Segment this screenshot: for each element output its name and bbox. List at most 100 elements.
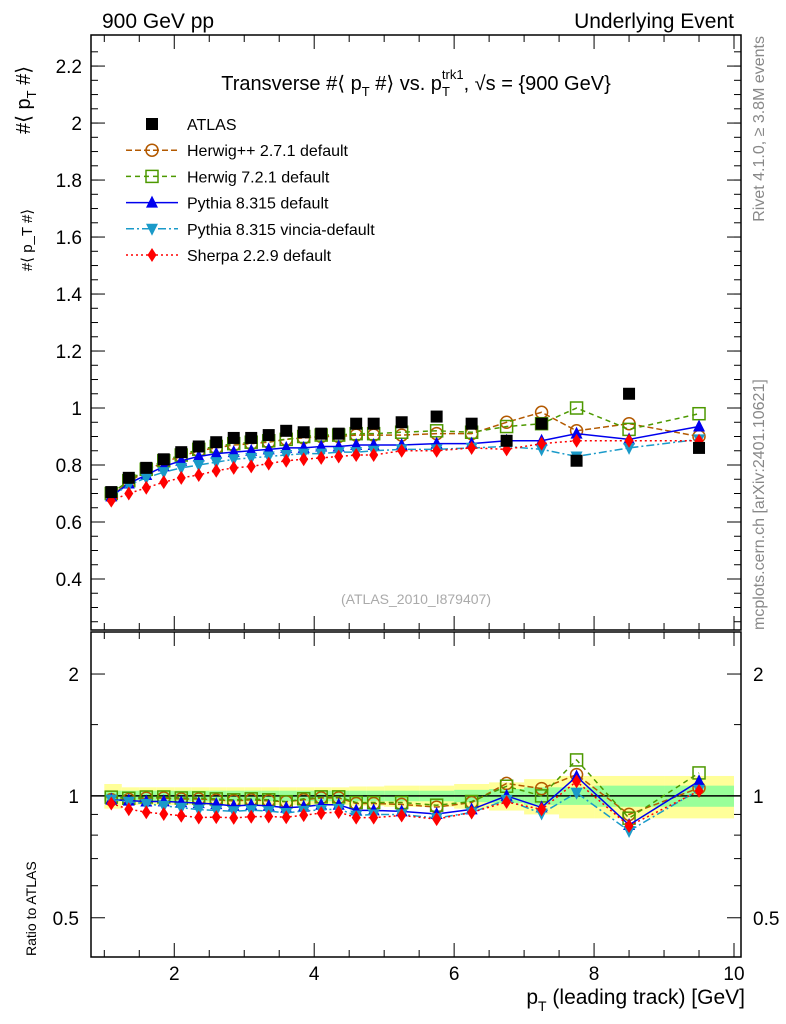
data-point-sherpa-2-2-9-default (316, 450, 326, 465)
data-point-pythia-8-315-default (262, 442, 275, 455)
ratio-y-tick-label-right: 1 (753, 787, 764, 808)
ratio-y-axis-label: Ratio to ATLAS (23, 861, 39, 956)
data-point-atlas (245, 431, 258, 444)
ratio-point-sherpa-2-2-9-default (106, 796, 116, 811)
ratio-point-sherpa-2-2-9-default (316, 806, 326, 821)
legend-label: Herwig++ 2.7.1 default (187, 143, 349, 160)
analysis-watermark: (ATLAS_2010_I879407) (341, 591, 491, 607)
data-point-sherpa-2-2-9-default (211, 463, 221, 478)
header-right: Underlying Event (574, 10, 734, 33)
y-tick-label: 0.8 (56, 456, 82, 477)
chart-title: Transverse #⟨ pT #⟩ vs. pTtrk1, √s = {90… (221, 67, 611, 99)
ratio-point-sherpa-2-2-9-default (572, 774, 582, 789)
ratio-point-sherpa-2-2-9-default (124, 802, 134, 817)
data-point-atlas (465, 417, 478, 430)
ratio-y-tick-label-right: 2 (753, 665, 764, 686)
ratio-point-sherpa-2-2-9-default (194, 810, 204, 825)
data-point-atlas (315, 427, 328, 440)
ratio-point-sherpa-2-2-9-default (264, 809, 274, 824)
data-point-sherpa-2-2-9-default (159, 475, 169, 490)
data-point-sherpa-2-2-9-default (229, 460, 239, 475)
data-point-sherpa-2-2-9-default (299, 452, 309, 467)
y-tick-label: 0.4 (56, 570, 83, 591)
ratio-point-sherpa-2-2-9-default (159, 806, 169, 821)
ratio-point-sherpa-2-2-9-default (246, 809, 256, 824)
data-point-herwig-7-2-1-default (499, 419, 514, 434)
data-point-pythia-8-315-default (570, 426, 583, 439)
data-point-sherpa-2-2-9-default (397, 443, 407, 458)
ratio-point-sherpa-2-2-9-default (432, 812, 442, 827)
ratio-point-herwig-7-2-1-default (569, 753, 584, 767)
ratio-point-sherpa-2-2-9-default (502, 794, 512, 809)
ratio-frame (90, 631, 742, 958)
legend-marker-sherpa-2-2-9-default (147, 248, 157, 262)
data-point-atlas (227, 431, 240, 444)
data-point-pythia-8-315-vincia-default (227, 454, 240, 467)
ratio-line-sherpa-2-2-9-default (111, 780, 700, 827)
y-tick-label: 1.4 (56, 285, 83, 306)
ratio-point-sherpa-2-2-9-default (211, 810, 221, 825)
legend-marker-herwig-2-7-1-default (145, 143, 159, 157)
y-tick-label: 2 (71, 114, 82, 135)
data-point-atlas (350, 417, 363, 430)
data-point-sherpa-2-2-9-default (246, 459, 256, 474)
legend-label: ATLAS (187, 117, 237, 134)
data-point-pythia-8-315-default (210, 446, 223, 459)
y-axis-label: #⟨ pT #⟩ (13, 66, 39, 134)
data-point-sherpa-2-2-9-default (624, 433, 634, 448)
data-point-pythia-8-315-default (350, 438, 363, 451)
legend-label: Pythia 8.315 vincia-default (187, 222, 375, 239)
legend-label: Sherpa 2.2.9 default (187, 248, 332, 265)
data-point-sherpa-2-2-9-default (194, 467, 204, 482)
rivet-label: Rivet 4.1.0, ≥ 3.8M events (751, 36, 768, 222)
data-point-sherpa-2-2-9-default (176, 470, 186, 485)
data-point-sherpa-2-2-9-default (432, 443, 442, 458)
data-point-sherpa-2-2-9-default (124, 486, 134, 501)
data-point-atlas (623, 387, 636, 400)
y-axis-label-plain: #⟨ p_T #⟩ (19, 209, 36, 271)
ratio-y-tick-label-right: 0.5 (753, 909, 779, 930)
data-point-atlas (570, 454, 583, 467)
data-point-atlas (500, 434, 513, 447)
y-tick-label: 1 (71, 399, 82, 420)
ratio-point-sherpa-2-2-9-default (467, 805, 477, 820)
data-point-sherpa-2-2-9-default (369, 448, 379, 463)
x-axis-label: pT (leading track) [GeV] (526, 986, 745, 1014)
data-point-atlas (693, 441, 706, 454)
x-tick-label: 4 (309, 964, 320, 985)
data-point-sherpa-2-2-9-default (467, 440, 477, 455)
ratio-point-pythia-8-315-vincia-default (570, 787, 583, 800)
data-point-sherpa-2-2-9-default (281, 453, 291, 468)
data-point-pythia-8-315-vincia-default (157, 467, 170, 480)
ratio-y-tick-label: 2 (68, 665, 79, 686)
x-tick-label: 2 (169, 964, 180, 985)
data-point-pythia-8-315-default (280, 440, 293, 453)
x-tick-label: 8 (589, 964, 600, 985)
y-tick-label: 2.2 (56, 57, 82, 78)
data-point-pythia-8-315-vincia-default (192, 460, 205, 473)
data-point-pythia-8-315-default (245, 443, 258, 456)
legend-marker-pythia-8-315-vincia-default (146, 223, 158, 236)
y-tick-label: 1.8 (56, 171, 82, 192)
data-point-atlas (535, 417, 548, 430)
data-point-atlas (210, 436, 223, 449)
data-point-pythia-8-315-default (227, 445, 240, 458)
legend-marker-herwig-7-2-1-default (145, 169, 159, 184)
ratio-point-sherpa-2-2-9-default (229, 810, 239, 825)
data-point-pythia-8-315-vincia-default (140, 472, 153, 485)
data-point-sherpa-2-2-9-default (141, 480, 151, 495)
data-point-atlas (332, 427, 345, 440)
data-point-atlas (175, 446, 188, 459)
x-tick-label: 10 (723, 964, 744, 985)
ratio-point-sherpa-2-2-9-default (176, 808, 186, 823)
ratio-point-sherpa-2-2-9-default (624, 818, 634, 833)
data-point-pythia-8-315-default (192, 449, 205, 462)
data-point-sherpa-2-2-9-default (572, 433, 582, 448)
data-point-atlas (192, 440, 205, 453)
ratio-point-sherpa-2-2-9-default (334, 805, 344, 820)
data-point-sherpa-2-2-9-default (264, 456, 274, 471)
data-point-atlas (122, 471, 135, 484)
data-point-atlas (297, 426, 310, 439)
